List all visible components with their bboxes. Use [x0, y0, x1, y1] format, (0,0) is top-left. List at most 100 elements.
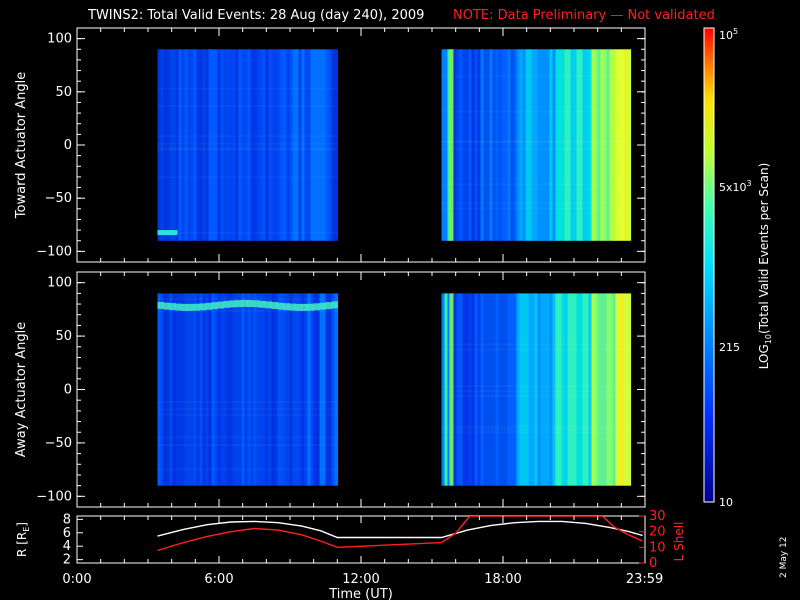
heatmap-column — [540, 293, 545, 486]
heatmap-segment — [441, 293, 632, 486]
heatmap-texture-band — [157, 135, 338, 138]
heatmap-column — [465, 293, 470, 486]
heatmap-column — [196, 293, 201, 486]
heatmap-column — [208, 293, 213, 486]
heatmap-segment — [157, 49, 339, 241]
heatmap-column — [552, 293, 557, 486]
heatmap-column — [286, 49, 291, 241]
heatmap-band — [205, 302, 212, 310]
heatmap-column — [474, 49, 479, 241]
y-tick-label: 50 — [55, 329, 72, 344]
heatmap-column — [477, 293, 482, 486]
heatmap-band — [229, 300, 236, 308]
heatmap-column — [268, 49, 273, 241]
heatmap-column — [504, 293, 509, 486]
heatmap-column — [217, 49, 222, 241]
heatmap-column — [531, 293, 536, 486]
heatmap-column — [175, 49, 180, 241]
orbit-panel-frame — [76, 515, 646, 564]
heatmap-column — [322, 293, 327, 486]
heatmap-column — [190, 49, 195, 241]
heatmap-column — [441, 49, 446, 241]
heatmap-column — [489, 49, 494, 241]
heatmap-column — [627, 49, 632, 241]
heatmap-column — [166, 293, 171, 486]
heatmap-band — [271, 302, 278, 309]
heatmap-band — [223, 300, 230, 308]
heatmap-column — [615, 293, 620, 486]
heatmap-column — [603, 293, 608, 486]
heatmap-column — [615, 49, 620, 241]
heatmap-column — [310, 293, 315, 486]
heatmap-column — [226, 293, 231, 486]
heatmap-column — [447, 49, 452, 241]
heatmap-texture-band — [441, 140, 629, 143]
y-tick-label: 50 — [55, 85, 72, 100]
heatmap-column — [298, 293, 303, 486]
heatmap-column — [244, 49, 249, 241]
heatmap-texture-band — [441, 343, 629, 346]
toward-heatmap-panel: −100 −50 0 50 100 Toward Actuator Angle — [14, 27, 646, 263]
heatmap-column — [313, 49, 318, 241]
heatmap-band — [169, 303, 176, 311]
heatmap-column — [606, 49, 611, 241]
heatmap-column — [516, 49, 521, 241]
heatmap-column — [489, 293, 494, 486]
l-shell-series-line — [157, 516, 643, 552]
heatmap-column — [486, 293, 491, 486]
left-y-tick-label: 8 — [63, 512, 71, 527]
heatmap-column — [573, 293, 578, 486]
heatmap-column — [256, 49, 261, 241]
heatmap-column — [471, 49, 476, 241]
heatmap-texture-band — [157, 87, 338, 90]
heatmap-column — [220, 293, 225, 486]
heatmap-column — [543, 293, 548, 486]
heatmap-column — [289, 49, 294, 241]
heatmap-column — [549, 49, 554, 241]
heatmap-column — [504, 49, 509, 241]
heatmap-column — [468, 293, 473, 486]
heatmap-column — [591, 49, 596, 241]
heatmap-column — [522, 49, 527, 241]
x-tick-label: 23:59 — [626, 572, 663, 587]
heatmap-column — [193, 49, 198, 241]
heatmap-band — [253, 300, 260, 308]
heatmap-column — [286, 293, 291, 486]
heatmap-column — [253, 293, 258, 486]
heatmap-column — [232, 293, 237, 486]
heatmap-column — [621, 293, 626, 486]
heatmap-column — [480, 49, 485, 241]
heatmap-band — [259, 300, 266, 308]
heatmap-column — [618, 49, 623, 241]
heatmap-column — [229, 49, 234, 241]
heatmap-column — [184, 293, 189, 486]
heatmap-column — [462, 293, 467, 486]
heatmap-column — [534, 293, 539, 486]
heatmap-column — [283, 293, 288, 486]
colorbar-tick-min: 10 — [719, 496, 733, 509]
left-y-axis-label: R [RE] — [15, 522, 31, 557]
heatmap-column — [453, 49, 458, 241]
heatmap-texture-band — [441, 110, 629, 113]
heatmap-column — [543, 49, 548, 241]
heatmap-texture-band — [157, 408, 338, 411]
heatmap-column — [606, 293, 611, 486]
heatmap-column — [486, 49, 491, 241]
y-axis-label: Away Actuator Angle — [14, 322, 29, 457]
date-stamp: 2 May 12 — [779, 536, 789, 578]
heatmap-column — [498, 293, 503, 486]
heatmap-column — [588, 293, 593, 486]
heatmap-column — [612, 293, 617, 486]
heatmap-column — [187, 49, 192, 241]
heatmap-band — [187, 303, 194, 311]
heatmap-column — [624, 49, 629, 241]
heatmap-column — [585, 293, 590, 486]
heatmap-column — [597, 293, 602, 486]
heatmap-column — [558, 293, 563, 486]
heatmap-column — [462, 49, 467, 241]
heatmap-column — [483, 49, 488, 241]
heatmap-column — [600, 293, 605, 486]
heatmap-segment — [441, 49, 632, 241]
heatmap-column — [265, 293, 270, 486]
heatmap-column — [283, 49, 288, 241]
